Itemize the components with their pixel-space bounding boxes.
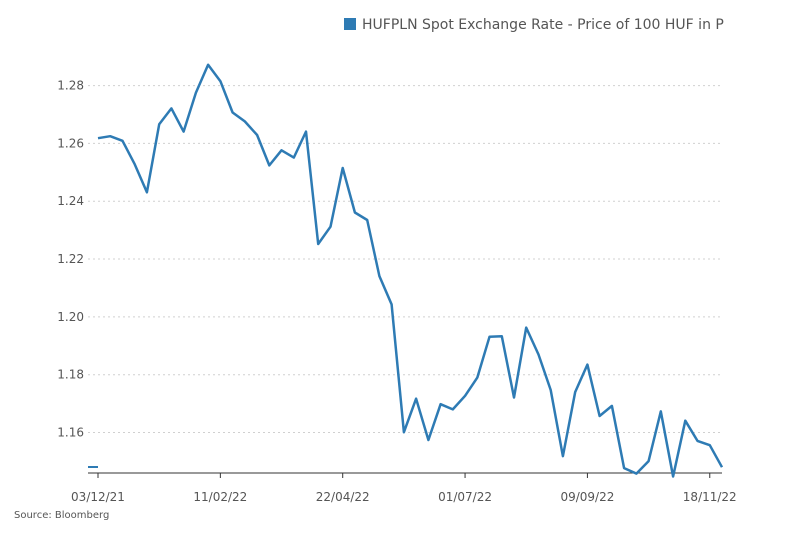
legend-label: HUFPLN Spot Exchange Rate - Price of 100… <box>362 17 724 33</box>
x-axis: 03/12/21 11/02/22 22/04/22 01/07/22 09/09/22… <box>71 473 737 504</box>
y-axis: 1.16 1.18 1.20 1.22 1.24 1.26 1.28 <box>57 79 84 440</box>
y-tick-label: 1.24 <box>57 194 84 208</box>
x-tick-label: 22/04/22 <box>316 490 370 504</box>
y-tick-label: 1.28 <box>57 79 84 93</box>
legend-swatch <box>344 18 356 30</box>
y-tick-label: 1.18 <box>57 368 84 382</box>
x-tick-label: 09/09/22 <box>560 490 614 504</box>
x-tick-label: 18/11/22 <box>683 490 737 504</box>
y-tick-label: 1.20 <box>57 310 84 324</box>
source-note: Source: Bloomberg <box>14 510 110 521</box>
legend: HUFPLN Spot Exchange Rate - Price of 100… <box>344 17 724 33</box>
x-tick-label: 11/02/22 <box>193 490 247 504</box>
x-tick-label: 03/12/21 <box>71 490 125 504</box>
y-tick-label: 1.22 <box>57 252 84 266</box>
y-tick-label: 1.16 <box>57 426 84 440</box>
x-tick-label: 01/07/22 <box>438 490 492 504</box>
y-tick-label: 1.26 <box>57 136 84 150</box>
gridlines <box>88 85 722 434</box>
series-line <box>97 63 724 478</box>
